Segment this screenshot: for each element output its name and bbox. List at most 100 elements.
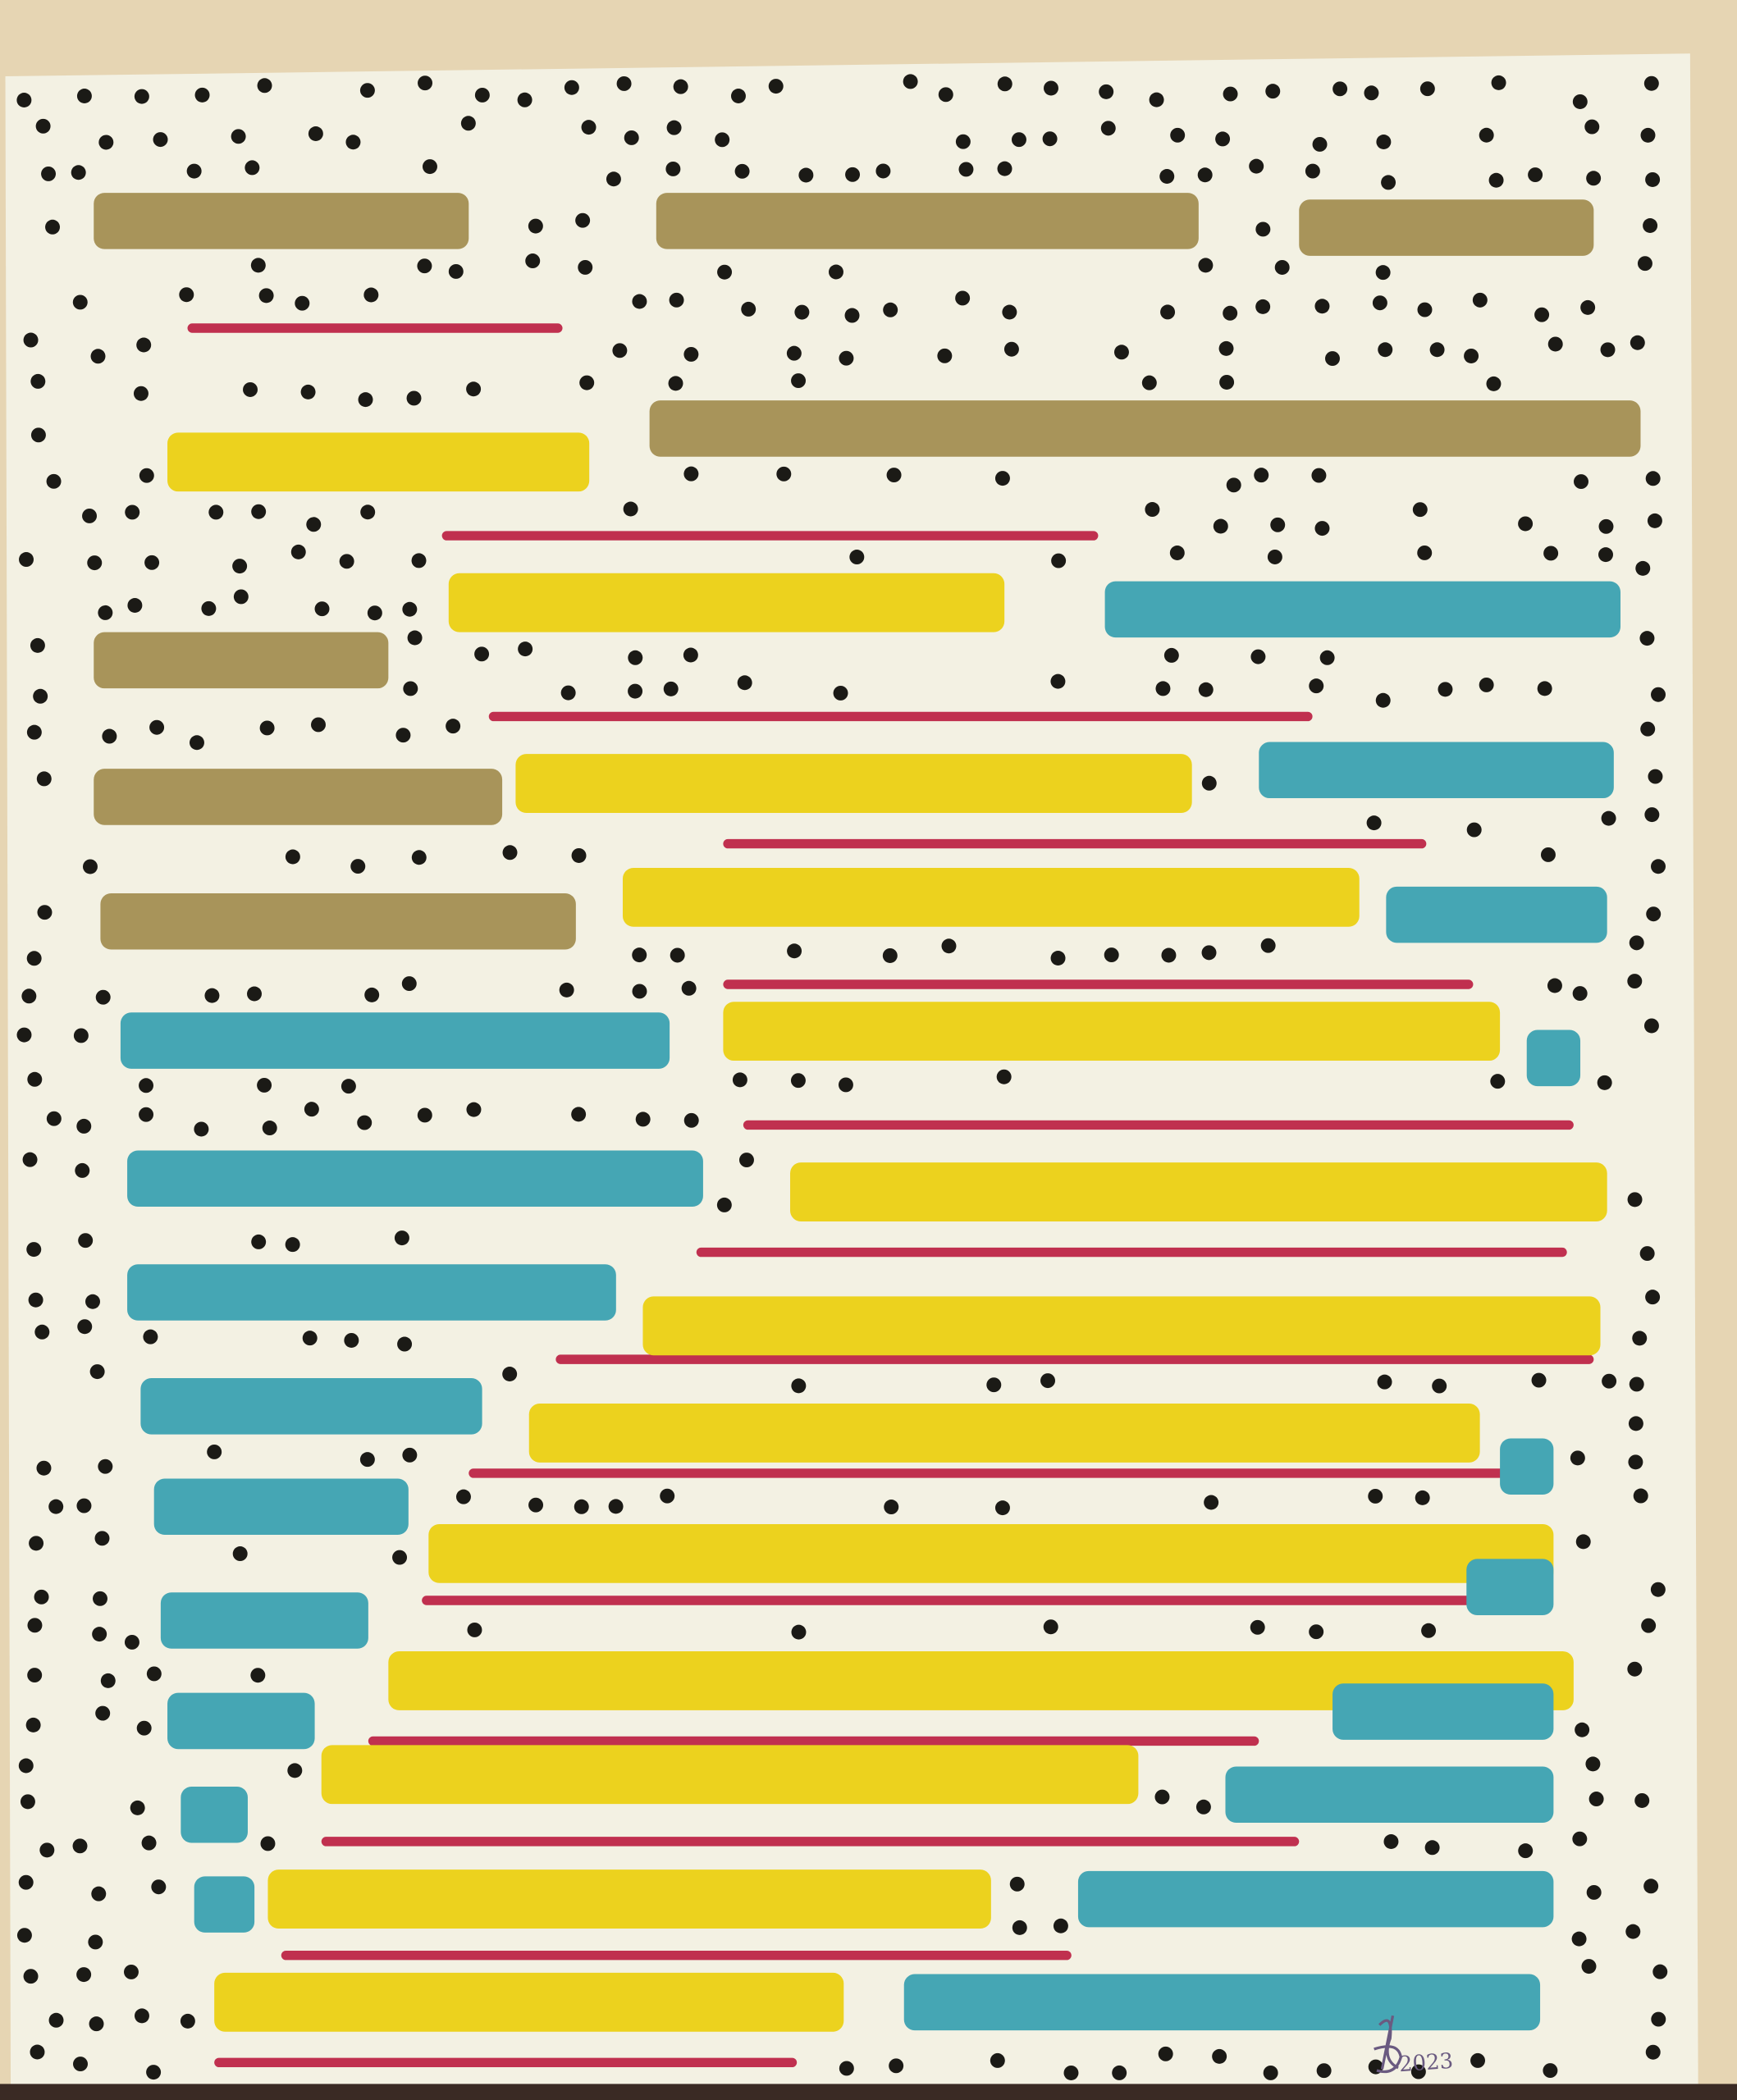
dot	[1377, 1374, 1392, 1390]
dot	[1149, 92, 1164, 107]
dot	[1311, 468, 1327, 483]
dot	[1267, 549, 1282, 564]
dot	[528, 218, 543, 234]
yellow-stripe	[214, 1972, 844, 2032]
dot	[102, 728, 117, 744]
dot	[683, 647, 698, 663]
dot	[76, 1118, 92, 1134]
dot	[133, 386, 149, 401]
dot	[130, 1800, 145, 1815]
dot	[990, 2052, 1005, 2068]
dot	[1651, 687, 1666, 702]
dot	[100, 1673, 116, 1688]
dot	[1042, 131, 1058, 147]
yellow-stripe	[167, 432, 590, 492]
dot	[1643, 75, 1659, 91]
red-line	[214, 2057, 798, 2067]
dot	[311, 717, 326, 733]
dot	[48, 1499, 64, 1514]
dot	[1012, 1920, 1027, 1935]
gold-stripe	[656, 193, 1199, 249]
dot	[16, 1928, 32, 1943]
dot	[1201, 775, 1217, 791]
dot	[474, 646, 490, 662]
dot	[73, 1028, 89, 1043]
dot	[141, 1835, 157, 1851]
dot	[417, 1107, 432, 1123]
dot	[345, 135, 361, 150]
dot	[1198, 682, 1214, 697]
red-line	[696, 1247, 1567, 1258]
dot	[996, 1069, 1012, 1084]
red-line	[368, 1736, 1259, 1746]
dot	[1325, 351, 1340, 367]
dot	[673, 79, 688, 94]
dot	[1580, 299, 1596, 315]
dot	[1050, 951, 1066, 966]
teal-stripe	[1500, 1438, 1554, 1495]
dot	[1053, 1918, 1068, 1933]
red-line	[469, 1468, 1541, 1478]
dot	[91, 1886, 107, 1901]
dot	[1421, 1623, 1437, 1638]
dot	[455, 1489, 471, 1504]
dot	[27, 1618, 43, 1633]
dot	[466, 381, 482, 397]
dot	[1586, 171, 1602, 186]
dot	[207, 1444, 222, 1459]
dot	[1528, 167, 1543, 183]
yellow-stripe	[642, 1296, 1601, 1356]
teal-stripe	[140, 1378, 482, 1435]
teal-stripe	[127, 1150, 703, 1208]
dot	[1629, 1376, 1644, 1392]
dot	[250, 258, 266, 273]
dot	[1419, 81, 1435, 97]
dot	[737, 675, 752, 691]
stripe-pattern	[94, 193, 1641, 2067]
dot	[845, 167, 861, 182]
yellow-stripe	[448, 573, 1005, 632]
teal-stripe	[1104, 581, 1620, 638]
dot	[98, 135, 114, 150]
dot	[300, 384, 316, 399]
teal-stripe	[160, 1592, 368, 1649]
dot	[1265, 84, 1281, 99]
dot	[958, 162, 974, 177]
dot	[741, 301, 757, 317]
dot	[1160, 304, 1176, 320]
dot	[16, 93, 32, 107]
yellow-stripe	[388, 1651, 1574, 1710]
dot	[628, 683, 643, 699]
dot	[1155, 681, 1171, 696]
gold-stripe	[649, 400, 1641, 457]
red-line	[281, 1950, 1072, 1961]
dot	[882, 947, 898, 963]
dot	[22, 1152, 38, 1167]
dot	[734, 163, 750, 179]
dot	[608, 1499, 624, 1514]
dot	[1314, 521, 1330, 536]
dot	[395, 728, 411, 743]
teal-stripe	[1386, 886, 1607, 943]
dot	[467, 1622, 482, 1637]
dot	[1368, 1488, 1383, 1504]
dot	[663, 681, 679, 696]
dot	[73, 2057, 88, 2072]
dot	[1250, 649, 1266, 664]
dot	[123, 1964, 139, 1979]
dot	[1645, 1290, 1661, 1305]
dot	[574, 1499, 589, 1514]
teal-stripe	[1225, 1766, 1554, 1824]
dot	[1249, 158, 1264, 174]
dot	[886, 468, 902, 483]
teal-stripe	[167, 1692, 315, 1750]
teal-stripe	[1466, 1559, 1554, 1615]
dot	[233, 589, 249, 605]
dot	[201, 600, 217, 616]
dot	[127, 598, 143, 613]
dot	[30, 637, 45, 653]
dot	[681, 980, 697, 996]
dot	[581, 120, 597, 135]
dot	[1651, 859, 1666, 874]
dot	[1226, 477, 1241, 493]
